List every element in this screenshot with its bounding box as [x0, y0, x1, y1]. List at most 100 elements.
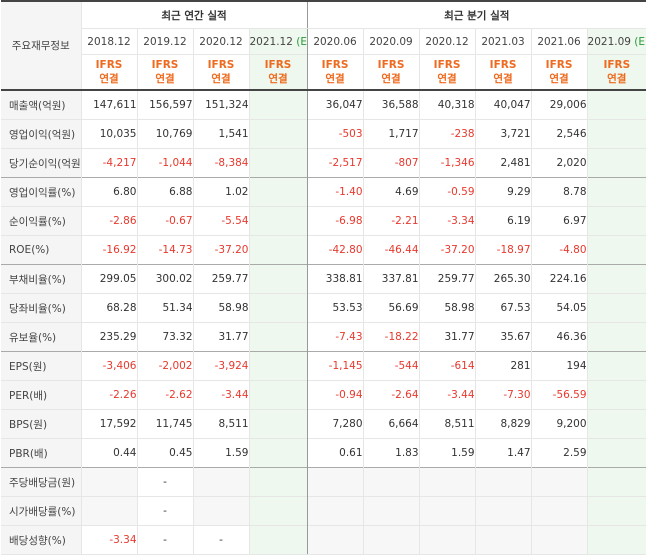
table-cell: -544 [362, 351, 420, 381]
table-cell [586, 264, 647, 294]
corner-label: 주요재무정보 [1, 0, 81, 90]
table-cell [248, 467, 308, 497]
period-label: 2021.03 [481, 35, 525, 48]
table-cell: -46.44 [362, 235, 420, 265]
table-cell: 9,200 [530, 409, 588, 439]
estimate-mark: (E) [634, 35, 646, 48]
period-label: 2021.12 [249, 35, 293, 48]
table-cell [586, 235, 647, 265]
period-label: 2020.12 [199, 35, 243, 48]
table-cell: -3,406 [80, 351, 137, 381]
table-cell: 10,035 [80, 119, 137, 149]
period-header: 2021.09 (E) [586, 28, 647, 55]
table-cell [362, 525, 420, 555]
table-cell [586, 293, 647, 323]
row-label: BPS(원) [1, 409, 81, 439]
table-cell: 58.98 [192, 293, 249, 323]
table-cell: -2,002 [136, 351, 193, 381]
ifrs-label: IFRS [603, 59, 631, 71]
table-cell: 1.59 [418, 438, 476, 468]
table-cell: 31.77 [192, 322, 249, 352]
table-cell: -2.64 [362, 380, 420, 410]
table-cell: 10,769 [136, 119, 193, 149]
table-cell: 147,611 [80, 89, 137, 120]
period-header-row: 2018.12 2019.12 2020.12 2021.12 (E) 2020.06 2… [1, 28, 647, 55]
table-cell: 58.98 [418, 293, 476, 323]
consolidated-label: 연결 [549, 73, 569, 85]
ifrs-label: IFRS [151, 59, 179, 71]
table-cell: -1.40 [306, 177, 364, 207]
table-cell: -4,217 [80, 148, 137, 178]
table-cell: -2.62 [136, 380, 193, 410]
table-cell [362, 467, 420, 497]
table-cell [586, 148, 647, 178]
row-label: PER(배) [1, 380, 81, 410]
table-cell [248, 235, 308, 265]
ifrs-label: IFRS [95, 59, 123, 71]
row-label: PBR(배) [1, 438, 81, 468]
table-cell: -56.59 [530, 380, 588, 410]
table-row: 당기순이익(억원) -4,217 -1,044 -8,384 -2,517 -807 -1,… [1, 148, 647, 178]
row-label: 유보율(%) [1, 322, 81, 352]
table-row: 영업이익률(%) 6.80 6.88 1.02 -1.40 4.69 -0.59 9.29 8.… [1, 177, 647, 207]
table-cell: - [136, 525, 193, 555]
table-cell [248, 525, 308, 555]
table-cell: 6.97 [530, 206, 588, 236]
table-cell: 300.02 [136, 264, 193, 294]
table-cell [586, 351, 647, 381]
period-label: 2021.09 [587, 35, 631, 48]
table-cell [248, 206, 308, 236]
table-cell [248, 119, 308, 149]
table-cell: -3,924 [192, 351, 249, 381]
table-cell: -3.34 [418, 206, 476, 236]
table-row: 시가배당률(%) - [1, 496, 647, 526]
period-label: 2020.12 [425, 35, 469, 48]
table-cell: 8,511 [418, 409, 476, 439]
table-cell: -7.30 [474, 380, 532, 410]
table-cell [192, 496, 249, 526]
table-cell: 29,006 [530, 89, 588, 120]
ifrs-header: IFRS 연결 [248, 54, 308, 90]
table-cell [306, 467, 364, 497]
table-cell: -8,384 [192, 148, 249, 178]
table-cell: 6.80 [80, 177, 137, 207]
row-label: 배당성향(%) [1, 525, 81, 555]
table-cell [474, 525, 532, 555]
table-cell: 2.59 [530, 438, 588, 468]
ifrs-header: IFRS 연결 [418, 54, 476, 90]
row-label: 주당배당금(원) [1, 467, 81, 497]
table-cell: -4.80 [530, 235, 588, 265]
table-cell: 8.78 [530, 177, 588, 207]
table-cell: 1.02 [192, 177, 249, 207]
ifrs-header: IFRS 연결 [586, 54, 647, 90]
table-cell: -503 [306, 119, 364, 149]
table-row: PER(배) -2.26 -2.62 -3.44 -0.94 -2.64 -3.44 -7.3… [1, 380, 647, 410]
period-header: 2021.06 [530, 28, 588, 55]
table-cell: 299.05 [80, 264, 137, 294]
table-cell [248, 351, 308, 381]
period-header: 2021.12 (E) [248, 28, 308, 55]
table-cell: -37.20 [192, 235, 249, 265]
table-cell: 9.29 [474, 177, 532, 207]
consolidated-label: 연결 [99, 73, 119, 85]
table-cell [248, 322, 308, 352]
ifrs-header: IFRS 연결 [362, 54, 420, 90]
table-cell: 6.88 [136, 177, 193, 207]
table-cell: 224.16 [530, 264, 588, 294]
table-cell [362, 496, 420, 526]
table-cell: 1,717 [362, 119, 420, 149]
table-cell: -37.20 [418, 235, 476, 265]
table-cell [530, 467, 588, 497]
table-cell [248, 409, 308, 439]
row-label: 부채비율(%) [1, 264, 81, 294]
table-cell [248, 380, 308, 410]
table-cell: 338.81 [306, 264, 364, 294]
table-cell: -0.94 [306, 380, 364, 410]
ifrs-header: IFRS 연결 [136, 54, 193, 90]
table-cell: 1.59 [192, 438, 249, 468]
table-cell [80, 496, 137, 526]
table-cell [248, 264, 308, 294]
ifrs-label: IFRS [264, 59, 292, 71]
table-cell [248, 89, 308, 120]
